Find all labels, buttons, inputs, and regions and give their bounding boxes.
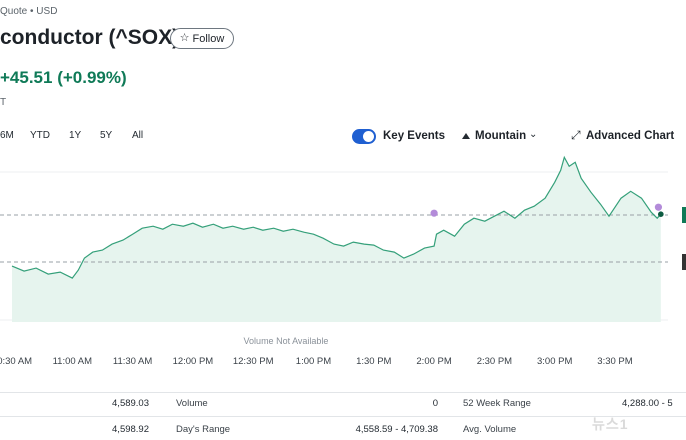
tab-range-all[interactable]: All [132,130,144,141]
volume-not-available-label: Volume Not Available [244,336,329,346]
chart-area-group [0,155,686,322]
x-tick-label: 3:00 PM [537,356,572,367]
expand-icon[interactable]: ⤢ [571,128,581,142]
price-change: +45.51 (+0.99%) [0,68,127,87]
follow-label: Follow [192,32,225,45]
stat-value-52-week-range: 4,288.00 - 5 [622,398,673,409]
tab-range-5y[interactable]: 5Y [100,130,113,141]
x-tick-label: 2:00 PM [416,356,451,367]
toggle-knob [363,131,374,142]
stat-label-days-range: Day's Range [176,424,231,435]
watermark: 뉴스1 [592,416,629,432]
stat-label-volume: Volume [176,398,208,409]
x-tick-label: 12:30 PM [233,356,274,367]
advanced-chart-link[interactable]: Advanced Chart [586,130,675,142]
x-tick-label: 1:30 PM [356,356,391,367]
price-area-fill [12,157,661,322]
stat-label-52-week-range: 52 Week Range [463,398,531,409]
star-icon: ☆ [179,32,190,44]
last-price-dot [658,211,664,218]
key-events-toggle[interactable] [352,129,376,144]
tab-range-ytd[interactable]: YTD [30,130,50,141]
mountain-icon [462,133,470,139]
price-axis-marker [682,254,686,270]
price-chart[interactable]: Volume Not Available 10:30 AM 11:00 AM 11:… [0,150,686,372]
x-tick-label: 10:30 AM [0,356,32,367]
key-event-marker[interactable] [654,203,663,211]
quote-meta: Quote • USD [0,6,58,17]
x-tick-label: 3:30 PM [597,356,632,367]
x-tick-label: 11:00 AM [53,356,93,367]
follow-button[interactable]: ☆ Follow [170,28,234,49]
stats-divider-mid [0,416,686,417]
price-line [11,155,662,279]
timezone-label: T [0,97,7,108]
x-tick-label: 11:30 AM [113,356,153,367]
chart-style-dropdown[interactable]: Mountain [475,130,527,142]
stat-value-left: 4,589.03 [112,398,149,409]
key-event-marker[interactable] [430,209,438,217]
stat-value-days-range: 4,558.59 - 4,709.38 [355,424,438,435]
x-tick-label: 2:30 PM [477,356,512,367]
stat-label-avg-volume: Avg. Volume [463,424,517,435]
page-title: conductor (^SOX) [0,26,180,49]
price-axis-marker [682,207,686,223]
x-axis-ticks: 10:30 AM 11:00 AM 11:30 AM 12:00 PM 12:30 PM… [0,356,633,367]
chevron-down-icon[interactable]: ⌄ [529,129,538,140]
x-tick-label: 1:00 PM [296,356,331,367]
tab-range-6m[interactable]: 6M [0,130,14,141]
stat-value-left: 4,598.92 [112,424,149,435]
stat-value-volume: 0 [432,398,438,409]
x-tick-label: 12:00 PM [173,356,214,367]
tab-range-1y[interactable]: 1Y [69,130,82,141]
key-events-label[interactable]: Key Events [383,130,446,142]
stats-divider-top [0,392,686,393]
